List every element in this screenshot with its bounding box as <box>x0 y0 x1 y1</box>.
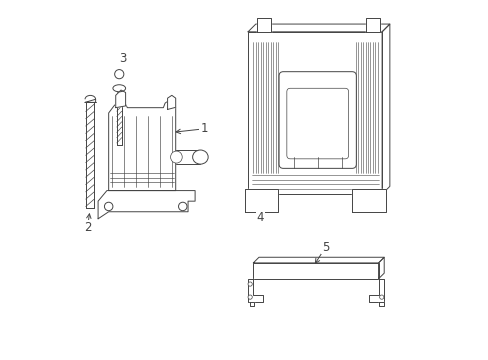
Polygon shape <box>244 189 278 212</box>
Polygon shape <box>368 279 384 302</box>
Polygon shape <box>253 257 384 263</box>
Circle shape <box>104 202 113 211</box>
Ellipse shape <box>170 151 182 163</box>
Text: 2: 2 <box>83 221 91 234</box>
Polygon shape <box>379 302 384 306</box>
Polygon shape <box>247 279 263 302</box>
Polygon shape <box>378 257 384 279</box>
Polygon shape <box>256 18 270 32</box>
Polygon shape <box>381 24 389 194</box>
Circle shape <box>247 295 252 299</box>
Text: 4: 4 <box>256 211 264 224</box>
Polygon shape <box>85 99 96 102</box>
Polygon shape <box>366 18 379 32</box>
Text: 1: 1 <box>200 122 207 135</box>
Ellipse shape <box>192 150 208 164</box>
FancyBboxPatch shape <box>279 72 356 168</box>
Text: 5: 5 <box>321 240 328 253</box>
Polygon shape <box>116 90 125 108</box>
Circle shape <box>114 69 123 79</box>
Circle shape <box>178 202 186 211</box>
FancyBboxPatch shape <box>286 88 348 159</box>
Polygon shape <box>167 95 175 109</box>
Text: 3: 3 <box>119 52 126 65</box>
Polygon shape <box>247 24 389 32</box>
Ellipse shape <box>113 85 125 92</box>
Polygon shape <box>247 32 381 194</box>
Polygon shape <box>108 100 175 190</box>
Polygon shape <box>253 263 378 279</box>
Circle shape <box>247 282 252 286</box>
Polygon shape <box>351 189 385 212</box>
Circle shape <box>379 295 383 299</box>
Polygon shape <box>249 302 253 306</box>
Polygon shape <box>98 190 195 219</box>
